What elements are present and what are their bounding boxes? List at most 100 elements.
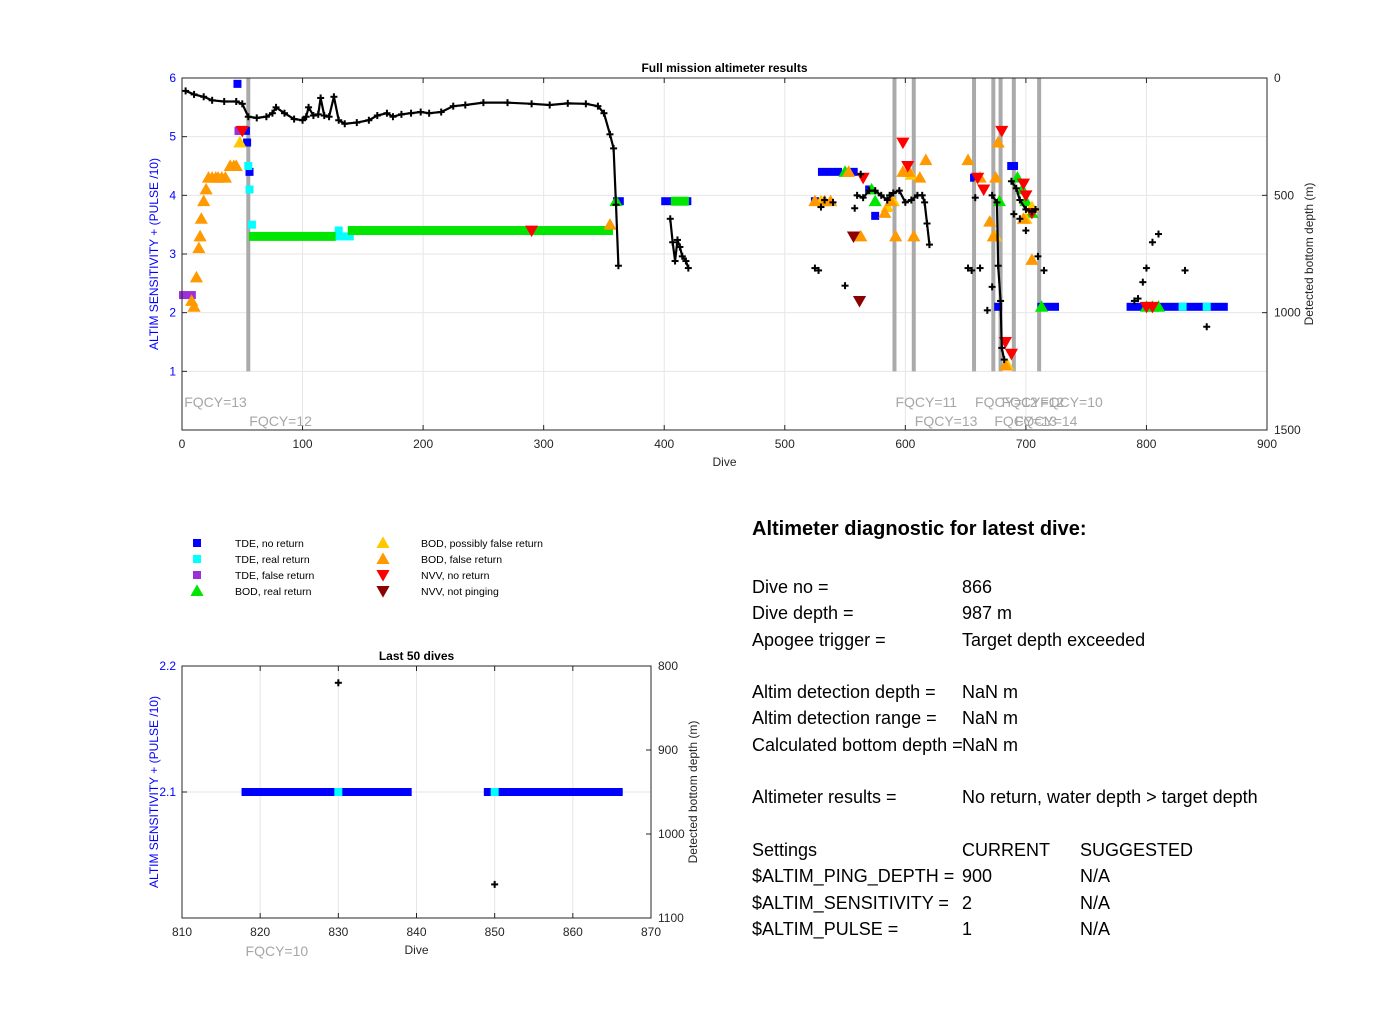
bottom-depth-point [1000, 356, 1008, 364]
y2-tick-label: 900 [658, 743, 678, 757]
bottom-depth-point [504, 99, 511, 107]
ping-depth-suggested: N/A [1080, 866, 1111, 887]
bottom-depth-point [320, 112, 328, 120]
bottom-depth-point [1040, 266, 1048, 274]
bottom-depth-point [1142, 264, 1150, 272]
spacer [752, 811, 1372, 837]
bottom-depth-point [302, 113, 310, 121]
bottom-depth-point [238, 100, 246, 108]
altim-detection-range-label: Altim detection range = [752, 708, 937, 729]
fqcy-label: FQCY=12 [975, 394, 1038, 410]
legend-item-tde-real-return: TDE, real return [193, 554, 310, 566]
bottom-depth-point [1012, 184, 1020, 192]
y-tick-label: 3 [169, 247, 176, 261]
bottom-depth-point [341, 120, 349, 128]
fqcy-label: FQCY=14 [1015, 413, 1078, 429]
data-point [1145, 301, 1160, 314]
legend-marker [190, 584, 204, 596]
y2-tick-label: 1100 [658, 911, 684, 925]
dive-depth-row: Dive depth = 987 m [752, 600, 1372, 626]
data-point [1025, 253, 1039, 265]
bottom-depth-point [182, 87, 190, 95]
apogee-trigger-label: Apogee trigger = [752, 629, 886, 650]
bottom-depth-point [918, 191, 926, 199]
marker-run [248, 231, 336, 241]
legend-label: NVV, not pinging [421, 586, 499, 598]
y2-tick-label: 0 [1274, 71, 1281, 85]
marker-run [817, 167, 843, 176]
bottom-depth-point [811, 264, 819, 272]
legend-label: BOD, false return [421, 554, 502, 566]
bottom-depth-point [437, 108, 445, 116]
legend-label: TDE, real return [235, 554, 310, 566]
bottom-depth-point [993, 198, 1001, 206]
ping-depth-row: $ALTIM_PING_DEPTH = 900 N/A [752, 863, 1372, 889]
bottom-depth-point [491, 880, 499, 888]
bottom-depth-point [971, 194, 979, 202]
data-point [194, 212, 208, 224]
bottom-depth-point [1181, 266, 1189, 274]
detected-bottom-depth-series [334, 679, 499, 888]
bottom-depth-point [886, 191, 894, 199]
bottom-depth-point [1130, 297, 1138, 305]
bottom-depth-point [1148, 238, 1156, 246]
tde-no-return-series [241, 788, 623, 796]
bottom-depth-point [383, 109, 391, 117]
bottom-depth-point [1032, 205, 1040, 213]
bottom-depth-point [365, 116, 373, 124]
bottom-depth-point [666, 215, 674, 223]
spacer [752, 758, 1372, 784]
data-point [995, 125, 1009, 138]
bottom-depth-point [841, 282, 849, 290]
fqcy-label: FQCY=13 [915, 413, 978, 429]
bottom-depth-point [871, 187, 879, 195]
bottom-depth-point [528, 100, 536, 108]
tde-real-return-series [334, 788, 499, 796]
data-point [245, 185, 254, 194]
bottom-depth-point [865, 187, 873, 195]
bottom-depth-point [671, 257, 679, 265]
bottom-depth-point [673, 236, 681, 244]
altim-detection-depth-value: NaN m [962, 682, 1019, 703]
data-point [233, 135, 247, 148]
bottom-depth-point [407, 109, 415, 117]
bottom-depth-point [200, 93, 208, 101]
bottom-depth-point [968, 266, 976, 274]
bottom-depth-point [305, 103, 313, 111]
y2-axis-label: Detected bottom depth (m) [686, 721, 700, 864]
data-point [854, 229, 868, 242]
x-tick-label: 820 [250, 925, 270, 939]
marker-run [347, 226, 613, 236]
y-tick-label: 2.2 [159, 659, 176, 673]
data-point [334, 788, 343, 796]
bottom-depth-point [925, 241, 933, 249]
bottom-depth-point [317, 94, 325, 102]
apogee-trigger-row: Apogee trigger = Target depth exceeded [752, 627, 1372, 653]
marker-run [1007, 162, 1019, 170]
bottom-depth-point [612, 201, 620, 209]
legend-item-nvv-not-pinging: NVV, not pinging [376, 586, 499, 598]
x-tick-label: 100 [293, 437, 313, 451]
bottom-depth-point [829, 198, 837, 206]
bottom-depth-point [997, 297, 1005, 305]
legend-item-bod-real-return: BOD, real return [190, 584, 312, 598]
bottom-depth-point [895, 187, 903, 195]
legend-label: TDE, false return [235, 570, 315, 582]
legend-marker [193, 555, 201, 563]
data-point [192, 241, 206, 254]
data-point [901, 161, 915, 173]
spacer [752, 653, 1372, 679]
data-point [913, 171, 927, 183]
y-tick-label: 2.1 [159, 785, 176, 799]
ping-depth-label: $ALTIM_PING_DEPTH = [752, 866, 955, 887]
bottom-depth-point [244, 113, 252, 121]
x-tick-label: 800 [1136, 437, 1156, 451]
bottom-depth-point [976, 264, 984, 272]
bottom-depth-point [1022, 227, 1030, 235]
altimeter-results-label: Altimeter results = [752, 787, 897, 808]
y2-tick-label: 1000 [1274, 306, 1301, 320]
bottom-depth-point [610, 144, 618, 152]
pulse-row: $ALTIM_PULSE = 1 N/A [752, 916, 1372, 942]
bottom-depth-point [1134, 295, 1142, 303]
